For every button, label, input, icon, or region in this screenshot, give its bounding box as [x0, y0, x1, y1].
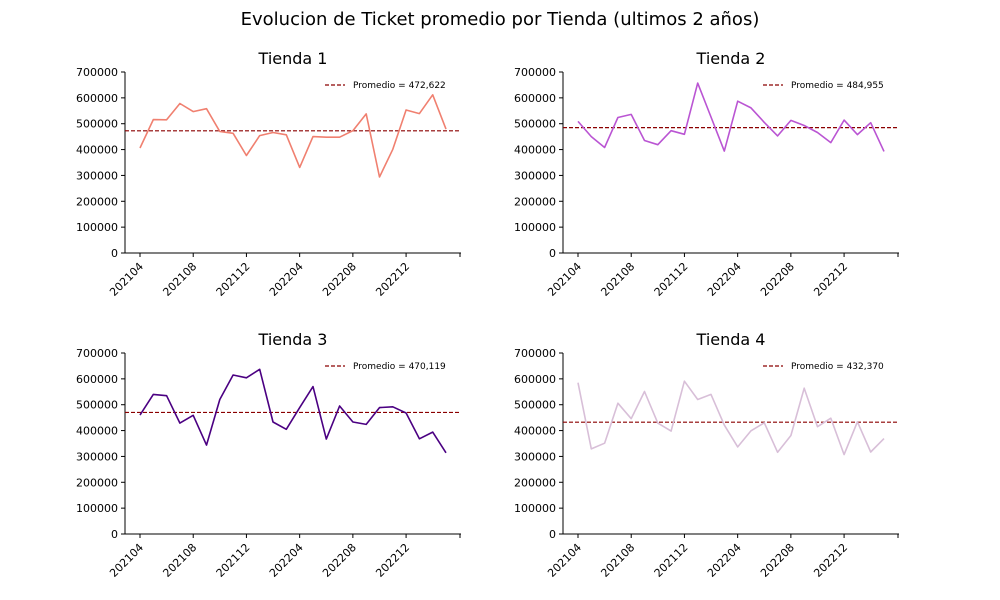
chart-2-xtick-label: 202108	[598, 260, 637, 299]
chart-3-series-line	[139, 368, 447, 454]
chart-1-ytick-label: 100000	[76, 221, 118, 234]
chart-3-xtick-label: 202204	[267, 541, 306, 580]
chart-2-legend-label: Promedio = 484,955	[791, 81, 884, 91]
chart-1-ytick-label: 500000	[76, 118, 118, 131]
chart-4-title: Tienda 4	[696, 330, 766, 349]
chart-4-xtick-label: 202208	[758, 541, 797, 580]
chart-1-xtick-label: 202112	[214, 260, 253, 299]
chart-3-xtick-label: 202108	[160, 541, 199, 580]
chart-4-ytick-label: 400000	[514, 425, 556, 438]
chart-2-ytick-label: 200000	[514, 195, 556, 208]
chart-2-xtick-label: 202208	[758, 260, 797, 299]
chart-2-xtick-label: 202212	[811, 260, 850, 299]
chart-3-ytick-label: 300000	[76, 450, 118, 463]
chart-4-ytick-label: 200000	[514, 476, 556, 489]
chart-2-series-line	[577, 82, 885, 152]
chart-1-xtick-label: 202104	[107, 260, 146, 299]
chart-1-title: Tienda 1	[258, 49, 328, 68]
chart-1-ytick-label: 0	[111, 247, 118, 260]
chart-2-title: Tienda 2	[696, 49, 766, 68]
chart-1-series-line	[139, 94, 447, 178]
chart-4-xtick-label: 202212	[811, 541, 850, 580]
chart-3-ytick-label: 700000	[76, 347, 118, 360]
chart-4-ytick-label: 600000	[514, 373, 556, 386]
chart-4-ytick-label: 700000	[514, 347, 556, 360]
chart-3-ytick-label: 200000	[76, 476, 118, 489]
chart-1-ytick-label: 600000	[76, 92, 118, 105]
chart-3-xtick-label: 202112	[214, 541, 253, 580]
figure-title: Evolucion de Ticket promedio por Tienda …	[240, 9, 760, 30]
chart-4-ytick-label: 0	[549, 528, 556, 541]
chart-4-ytick-label: 500000	[514, 399, 556, 412]
chart-1-xtick-label: 202108	[160, 260, 199, 299]
chart-2-xtick-label: 202104	[545, 260, 584, 299]
chart-4-xtick-label: 202112	[652, 541, 691, 580]
chart-4-series-line	[577, 380, 885, 456]
chart-2-ytick-label: 100000	[514, 221, 556, 234]
chart-1-ytick-label: 700000	[76, 66, 118, 79]
chart-1-legend-label: Promedio = 472,622	[353, 81, 446, 91]
chart-3-ytick-label: 100000	[76, 502, 118, 515]
chart-2-ytick-label: 500000	[514, 118, 556, 131]
chart-4-legend-label: Promedio = 432,370	[791, 362, 884, 372]
chart-4-xtick-label: 202108	[598, 541, 637, 580]
chart-2-xtick-label: 202204	[705, 260, 744, 299]
chart-4-xtick-label: 202104	[545, 541, 584, 580]
chart-2-xtick-label: 202112	[652, 260, 691, 299]
chart-3-ytick-label: 0	[111, 528, 118, 541]
chart-3-legend-label: Promedio = 470,119	[353, 362, 446, 372]
chart-3-xtick-label: 202208	[320, 541, 359, 580]
chart-3-ytick-label: 400000	[76, 425, 118, 438]
chart-3-ytick-label: 600000	[76, 373, 118, 386]
chart-2-ytick-label: 400000	[514, 144, 556, 157]
chart-1-xtick-label: 202212	[373, 260, 412, 299]
chart-3-xtick-label: 202104	[107, 541, 146, 580]
chart-3-ytick-label: 500000	[76, 399, 118, 412]
chart-2-ytick-label: 300000	[514, 169, 556, 182]
chart-4-ytick-label: 300000	[514, 450, 556, 463]
chart-1-ytick-label: 300000	[76, 169, 118, 182]
chart-4-xtick-label: 202204	[705, 541, 744, 580]
chart-1-ytick-label: 400000	[76, 144, 118, 157]
chart-2-ytick-label: 700000	[514, 66, 556, 79]
chart-2-ytick-label: 0	[549, 247, 556, 260]
chart-2-ytick-label: 600000	[514, 92, 556, 105]
chart-1-xtick-label: 202208	[320, 260, 359, 299]
chart-4-ytick-label: 100000	[514, 502, 556, 515]
chart-3-title: Tienda 3	[258, 330, 328, 349]
chart-3-xtick-label: 202212	[373, 541, 412, 580]
chart-1-ytick-label: 200000	[76, 195, 118, 208]
chart-1-xtick-label: 202204	[267, 260, 306, 299]
